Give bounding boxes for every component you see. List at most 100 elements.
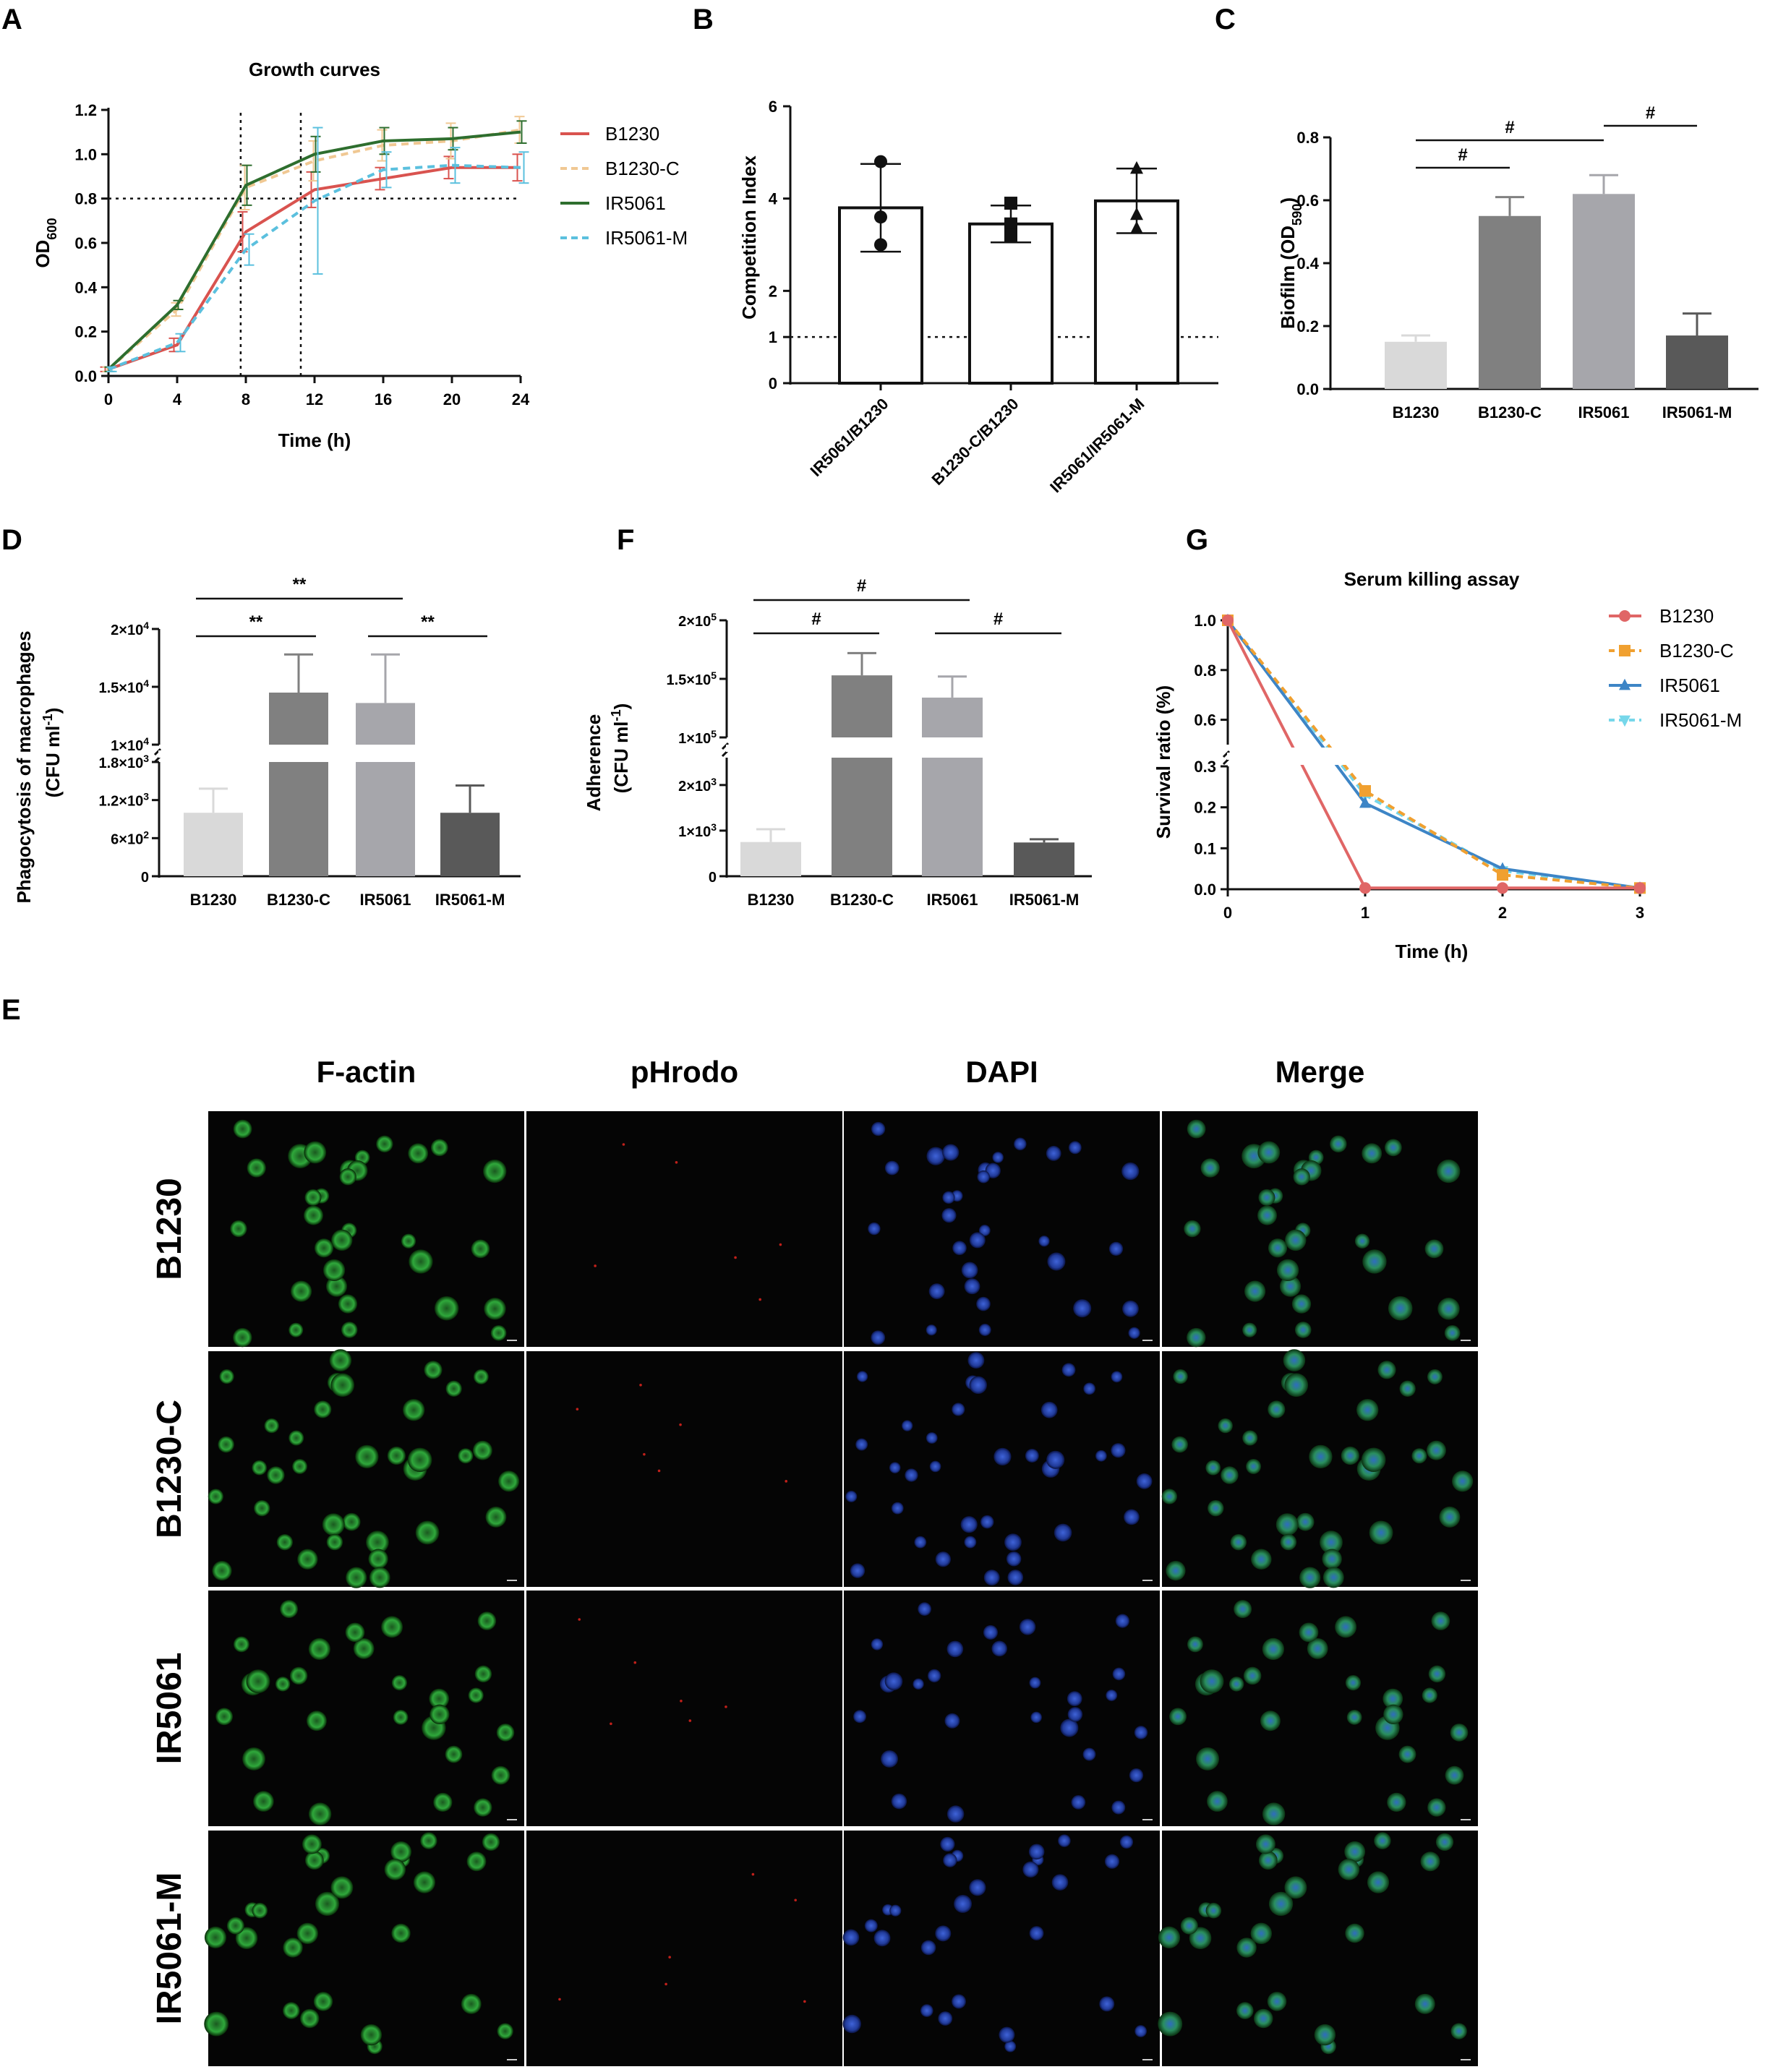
cell <box>1283 1349 1306 1371</box>
cell <box>1299 1622 1319 1643</box>
cell <box>1369 1520 1393 1545</box>
cell <box>1111 1443 1126 1458</box>
cell <box>342 1512 361 1531</box>
cell <box>1354 1233 1370 1249</box>
cell <box>1184 1220 1201 1238</box>
cell <box>338 1294 358 1314</box>
cell <box>871 1121 886 1136</box>
x-tick-label: B1230-C <box>267 891 330 909</box>
cell <box>1028 1844 1045 1860</box>
cell <box>355 1444 379 1469</box>
bar <box>1573 194 1635 389</box>
cell <box>491 1765 510 1785</box>
cell <box>1268 1238 1288 1258</box>
y-tick-label: 0 <box>769 374 777 393</box>
cell <box>306 1711 327 1731</box>
cell <box>253 1791 274 1812</box>
data-point <box>1004 197 1017 210</box>
cell <box>1284 1876 1307 1899</box>
cell <box>1424 1239 1444 1259</box>
micrograph <box>844 1591 1160 1826</box>
cell <box>967 1352 985 1369</box>
cell <box>1047 1252 1066 1271</box>
bar-lower <box>269 762 328 876</box>
cell <box>1422 1687 1437 1703</box>
cell <box>314 1238 334 1258</box>
series-line-b1230-c <box>1226 619 1641 890</box>
cell <box>1361 1447 1386 1473</box>
cell <box>233 1636 249 1653</box>
chart-title: Growth curves <box>249 59 380 80</box>
cell <box>1029 1677 1041 1689</box>
cell <box>1330 1135 1347 1153</box>
y-tick-label: 0.4 <box>74 278 97 296</box>
serum-killing-chart: Serum killing assay 0.0 0.1 0.2 0.3 0.6 0.8 1.0… <box>1153 568 1742 962</box>
x-tick-label: B1230 <box>748 891 795 909</box>
cell <box>1134 1726 1148 1739</box>
panel-label-e: E <box>1 994 21 1026</box>
cell <box>235 1927 258 1950</box>
row-header: IR5061-M <box>150 1872 189 2025</box>
cell <box>1452 1470 1474 1492</box>
cell <box>1040 1401 1058 1418</box>
cell <box>991 1640 1008 1657</box>
cell <box>322 1513 345 1536</box>
cell <box>881 1750 899 1768</box>
x-axis-title: Time (h) <box>1396 941 1469 962</box>
cell <box>1296 1512 1315 1531</box>
cell <box>1230 1533 1247 1551</box>
cell <box>1236 1938 1257 1958</box>
cell <box>1299 1567 1321 1588</box>
micrograph <box>844 1831 1160 2066</box>
y-tick-label: 0.4 <box>1296 254 1319 273</box>
y-axis-title-units: (CFU ml-1) <box>40 708 64 798</box>
cell <box>1255 1834 1275 1854</box>
x-tick-label: B1230 <box>190 891 237 909</box>
cell <box>1268 1891 1294 1917</box>
cell <box>1362 1249 1387 1274</box>
axis-break-gap <box>726 745 732 752</box>
cell <box>280 1600 299 1619</box>
cell <box>993 1447 1012 1465</box>
cell <box>247 1158 266 1178</box>
cell <box>242 1747 266 1771</box>
y-tick-label: 6×102 <box>111 829 149 847</box>
y-tick-label: 2 <box>769 282 777 300</box>
cell <box>461 1993 482 2014</box>
x-tick-label: 24 <box>512 390 530 408</box>
data-point <box>1130 207 1143 221</box>
growth-curves-chart: Growth curves 0.0 0.2 0.4 0.6 0.8 1.0 1.2 0 4 8 12 1… <box>32 59 688 451</box>
phrodo-signal <box>594 1264 597 1267</box>
cell <box>408 1143 429 1164</box>
legend-marker <box>1619 610 1631 622</box>
cell <box>1067 1707 1083 1722</box>
cell <box>1322 1549 1342 1569</box>
cell <box>1254 2008 1273 2029</box>
cell <box>314 1400 332 1418</box>
phrodo-signal <box>610 1722 612 1726</box>
phrodo-signal <box>688 1719 692 1722</box>
legend-label: IR5061 <box>1659 675 1720 696</box>
cell <box>942 1191 955 1204</box>
cell <box>954 1894 973 1913</box>
cell <box>913 1678 924 1690</box>
phrodo-signal <box>758 1298 761 1301</box>
phrodo-signal <box>576 1408 579 1410</box>
cell <box>1187 1636 1203 1653</box>
scale-bar <box>1461 1340 1471 1341</box>
cell <box>308 1638 330 1661</box>
cell <box>914 1536 927 1549</box>
significance-label: ** <box>421 612 435 632</box>
micrograph <box>526 1591 842 1826</box>
significance-label: # <box>1505 118 1514 137</box>
cell <box>472 1440 492 1460</box>
x-tick-label: IR5061/B1230 <box>807 395 892 480</box>
cell <box>871 1330 886 1345</box>
cell <box>977 1170 990 1183</box>
cell <box>873 1930 891 1947</box>
cell <box>1435 1833 1454 1851</box>
cell <box>1108 1241 1124 1257</box>
cell <box>1341 1446 1360 1465</box>
cell <box>1121 1162 1140 1181</box>
bar-upper <box>269 693 328 745</box>
